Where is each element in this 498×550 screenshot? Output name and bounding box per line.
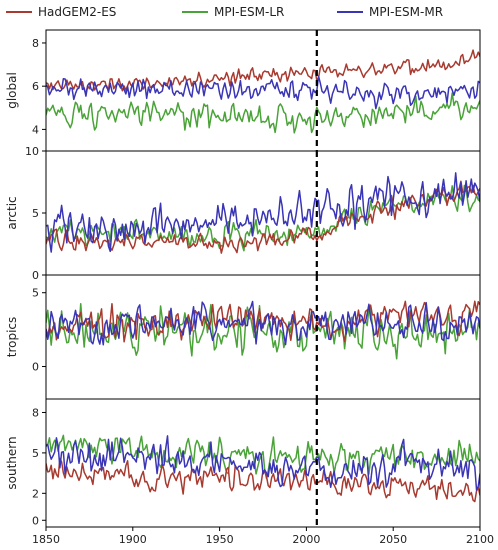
legend-entry-mpi-esm-lr: MPI-ESM-LR: [182, 5, 284, 19]
y-axis-label: global: [5, 72, 19, 109]
series-group: [46, 434, 480, 503]
y-axis-label: southern: [5, 436, 19, 489]
series-line-mpi-esm-mr: [46, 75, 480, 110]
series-line-mpi-esm-mr: [46, 172, 480, 253]
series-group: [46, 49, 480, 134]
series-line-hadgem2-es: [46, 300, 480, 343]
legend-entry-hadgem2-es: HadGEM2-ES: [6, 5, 116, 19]
x-tick-label: 2050: [379, 533, 407, 546]
y-tick-label: 4: [32, 123, 39, 136]
y-tick-label: 6: [32, 80, 39, 93]
y-tick-label: 8: [32, 37, 39, 50]
series-line-hadgem2-es: [46, 49, 480, 95]
x-tick-label: 1900: [119, 533, 147, 546]
y-tick-label: 0: [32, 514, 39, 527]
y-tick-label: 5: [32, 287, 39, 300]
panel-arctic: 0 5 10 arctic: [5, 145, 481, 282]
panel-frame: [45, 398, 481, 528]
series-line-mpi-esm-lr: [46, 92, 480, 134]
panel-global: 4 6 8 global: [5, 29, 481, 152]
panel-southern: 0 2 5 8 southern: [5, 398, 481, 528]
y-axis-label: tropics: [5, 317, 19, 358]
panels: 4 6 8 global 0 5 10 arctic 0 5 tropics 0 2 5 8 southern: [5, 29, 481, 528]
panel-frame: [45, 274, 481, 400]
x-tick-label: 2000: [292, 533, 320, 546]
series-group: [46, 172, 480, 254]
y-tick-label: 10: [25, 145, 39, 158]
legend-label: MPI-ESM-LR: [214, 5, 284, 19]
series-line-mpi-esm-mr: [46, 435, 480, 491]
y-tick-label: 2: [32, 487, 39, 500]
y-tick-label: 0: [32, 269, 39, 282]
legend-label: HadGEM2-ES: [38, 5, 116, 19]
series-group: [46, 300, 480, 360]
legend-entry-mpi-esm-mr: MPI-ESM-MR: [337, 5, 443, 19]
y-tick-label: 5: [32, 207, 39, 220]
y-tick-label: 8: [32, 406, 39, 419]
legend-label: MPI-ESM-MR: [369, 5, 443, 19]
legend: HadGEM2-ES MPI-ESM-LR MPI-ESM-MR: [6, 5, 443, 19]
x-axis: 1850 1900 1950 2000 2050 2100: [32, 527, 494, 546]
x-tick-label: 1950: [206, 533, 234, 546]
series-line-mpi-esm-mr: [46, 300, 480, 346]
x-tick-label: 2100: [466, 533, 494, 546]
series-line-mpi-esm-lr: [46, 434, 480, 480]
y-tick-label: 5: [32, 447, 39, 460]
y-tick-label: 0: [32, 361, 39, 374]
x-tick-label: 1850: [32, 533, 60, 546]
panel-tropics: 0 5 tropics: [5, 274, 481, 400]
y-axis-label: arctic: [5, 196, 19, 229]
